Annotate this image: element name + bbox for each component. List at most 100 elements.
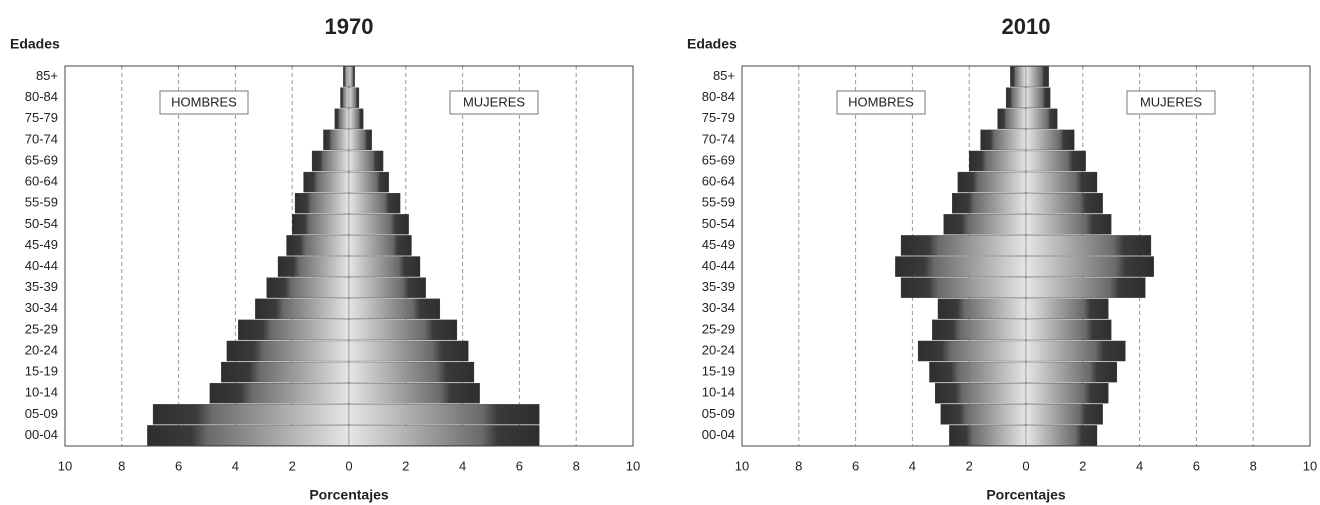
x-tick-label: 2 — [1079, 458, 1086, 473]
bar — [1025, 256, 1154, 277]
y-tick-label: 30-34 — [702, 300, 735, 315]
x-tick-label: 10 — [58, 458, 72, 473]
bar — [266, 277, 350, 298]
bar — [340, 87, 350, 108]
legend-box — [449, 90, 539, 115]
bar — [1025, 214, 1112, 235]
y-tick-label: 65-69 — [702, 152, 735, 167]
y-tick-label: 55-59 — [25, 195, 58, 210]
x-tick-label: 4 — [1136, 458, 1143, 473]
bar — [334, 108, 350, 129]
legend-box — [1126, 90, 1216, 115]
bar — [997, 108, 1027, 129]
bar — [348, 298, 441, 319]
y-tick-label: 05-09 — [702, 406, 735, 421]
x-tick-label: 10 — [1303, 458, 1317, 473]
bar — [238, 319, 350, 341]
bar — [917, 340, 1027, 362]
x-tick-label: 2 — [402, 458, 409, 473]
bar — [311, 150, 350, 172]
bar — [1025, 340, 1126, 362]
bar — [255, 298, 350, 319]
bar — [1010, 66, 1027, 87]
y-tick-label: 30-34 — [25, 300, 58, 315]
x-tick-label: 0 — [345, 458, 352, 473]
y-tick-label: 80-84 — [25, 89, 58, 104]
y-tick-label: 35-39 — [25, 279, 58, 294]
y-tick-label: 10-14 — [25, 385, 58, 400]
bar — [1025, 108, 1058, 129]
x-tick-label: 8 — [795, 458, 802, 473]
bar — [348, 171, 389, 193]
bar — [348, 150, 384, 172]
x-tick-label: 8 — [1250, 458, 1257, 473]
y-tick-label: 35-39 — [702, 279, 735, 294]
bar — [1025, 298, 1109, 319]
bar — [348, 66, 355, 87]
y-tick-label: 75-79 — [25, 110, 58, 125]
bar — [1025, 361, 1118, 383]
bar — [348, 193, 401, 214]
bar — [1025, 235, 1152, 256]
y-tick-label: 00-04 — [702, 427, 735, 442]
bar — [348, 129, 372, 151]
chart-title: 1970 — [325, 14, 374, 39]
y-tick-label: 15-19 — [25, 364, 58, 379]
bar — [226, 340, 350, 362]
bar — [1025, 404, 1103, 425]
x-tick-label: 6 — [852, 458, 859, 473]
y-tick-label: 80-84 — [702, 89, 735, 104]
y-tick-label: 75-79 — [702, 110, 735, 125]
y-tick-label: 40-44 — [702, 258, 735, 273]
bar — [1025, 66, 1049, 87]
y-tick-label: 60-64 — [25, 174, 58, 189]
y-tick-label: 25-29 — [702, 321, 735, 336]
y-tick-label: 40-44 — [25, 258, 58, 273]
bar — [348, 108, 364, 129]
x-tick-label: 6 — [175, 458, 182, 473]
bar — [348, 87, 360, 108]
bar — [292, 214, 350, 235]
bar — [348, 340, 469, 362]
y-tick-label: 20-24 — [702, 342, 735, 357]
y-tick-label: 60-64 — [702, 174, 735, 189]
bar — [221, 361, 350, 383]
y-tick-label: 85+ — [713, 68, 735, 83]
legend-label: HOMBRES — [848, 94, 914, 109]
bar — [969, 150, 1027, 172]
bar — [348, 277, 426, 298]
y-tick-label: 50-54 — [25, 216, 58, 231]
bar — [303, 171, 350, 193]
bar — [1025, 383, 1109, 404]
plot-frame — [741, 65, 1311, 447]
y-tick-label: 20-24 — [25, 342, 58, 357]
y-tick-label: 70-74 — [25, 131, 58, 146]
plot-frame — [64, 65, 634, 447]
bar — [1025, 171, 1098, 193]
bar — [1025, 150, 1086, 172]
legend-box — [159, 90, 249, 115]
x-tick-label: 8 — [118, 458, 125, 473]
x-tick-label: 6 — [1193, 458, 1200, 473]
bar — [957, 171, 1027, 193]
bar — [940, 404, 1027, 425]
legend-label: HOMBRES — [171, 94, 237, 109]
bar — [348, 383, 480, 404]
bar — [323, 129, 350, 151]
bar — [1025, 193, 1103, 214]
bar — [929, 361, 1027, 383]
bar — [900, 277, 1027, 298]
bar — [1025, 129, 1075, 151]
bar — [348, 235, 412, 256]
y-tick-label: 25-29 — [25, 321, 58, 336]
x-tick-label: 6 — [516, 458, 523, 473]
bar — [1025, 319, 1112, 341]
bar — [1025, 425, 1098, 446]
y-tick-label: 70-74 — [702, 131, 735, 146]
x-tick-label: 4 — [909, 458, 916, 473]
bar — [152, 404, 350, 425]
x-tick-label: 4 — [459, 458, 466, 473]
x-tick-label: 10 — [735, 458, 749, 473]
legend-box — [836, 90, 926, 115]
bar — [1025, 87, 1051, 108]
